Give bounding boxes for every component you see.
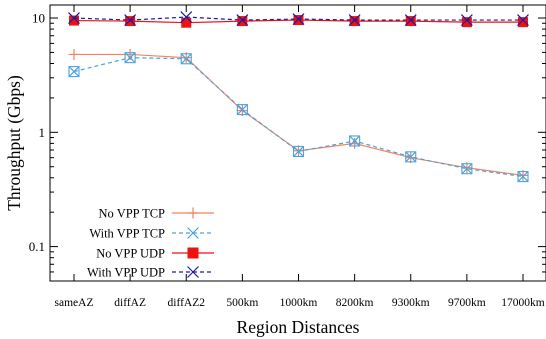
y-tick-label: 10 (32, 11, 45, 26)
x-axis-title: Region Distances (237, 317, 360, 337)
x-tick-label: 9300km (392, 297, 430, 309)
series-marker (236, 104, 248, 116)
axis-ticks: 0.1 1 10 sameAZ diffAZ diffAZ2 500km 1000km 8200… (29, 5, 546, 309)
series-marker (461, 163, 473, 175)
series-marker (348, 14, 361, 26)
legend-label: With VPP UDP (87, 266, 165, 280)
series-no-vpp-tcp (68, 48, 529, 181)
series-marker (124, 52, 136, 64)
series-marker (460, 14, 473, 26)
legend-label: No VPP TCP (99, 207, 166, 221)
x-tick-label: 17000km (501, 297, 545, 309)
legend-label: With VPP TCP (89, 227, 165, 241)
x-tick-label: 1000km (280, 297, 318, 309)
y-tick-label: 0.1 (29, 239, 45, 254)
series-marker (187, 207, 199, 219)
series-no-vpp-udp (69, 15, 528, 28)
x-tick-label: 500km (226, 297, 258, 309)
series-marker (180, 11, 193, 23)
series-marker (237, 16, 248, 27)
series-marker (180, 53, 192, 65)
x-tick-label: 9700km (448, 297, 486, 309)
legend-label: No VPP UDP (96, 247, 165, 261)
series-marker (125, 16, 136, 27)
series-marker (404, 14, 417, 26)
x-tick-label: sameAZ (55, 297, 94, 309)
series-marker (68, 48, 80, 60)
series-marker (68, 66, 80, 78)
series-marker (518, 17, 528, 28)
series-marker (69, 15, 79, 26)
series-marker (236, 14, 249, 26)
x-tick-label: diffAZ2 (168, 297, 206, 309)
series-layer (68, 11, 529, 183)
series-marker (180, 53, 192, 65)
series-marker (405, 151, 417, 163)
y-tick-label: 1 (39, 125, 46, 140)
series-marker (349, 137, 361, 149)
series-marker (461, 163, 473, 175)
series-marker (517, 171, 529, 183)
series-marker (187, 247, 199, 259)
x-tick-label: 8200km (336, 297, 374, 309)
series-marker (187, 266, 199, 278)
series-marker (293, 15, 304, 26)
series-marker (68, 12, 80, 24)
series-marker (405, 151, 417, 163)
series-with-vpp-udp (68, 11, 529, 26)
series-marker (461, 17, 472, 28)
y-axis-title: Throughput (Gbps) (4, 75, 24, 211)
series-marker (349, 135, 361, 147)
series-marker (187, 227, 199, 239)
series-marker (181, 17, 192, 28)
series-marker (349, 135, 361, 147)
series-marker (405, 16, 416, 27)
series-marker (517, 14, 529, 26)
series-marker (292, 145, 305, 158)
series-marker (124, 52, 136, 64)
legend: No VPP TCP With VPP TCP No VPP UDP With VPP… (87, 207, 214, 280)
series-with-vpp-tcp (68, 52, 529, 183)
series-line (73, 57, 524, 178)
x-tick-label: diffAZ (114, 297, 146, 309)
series-marker (124, 14, 137, 26)
series-marker (293, 146, 304, 157)
series-marker (292, 13, 305, 25)
series-marker (236, 104, 248, 116)
series-line (74, 53, 524, 176)
series-marker (349, 16, 360, 27)
series-marker (68, 66, 80, 77)
series-marker (517, 171, 529, 182)
